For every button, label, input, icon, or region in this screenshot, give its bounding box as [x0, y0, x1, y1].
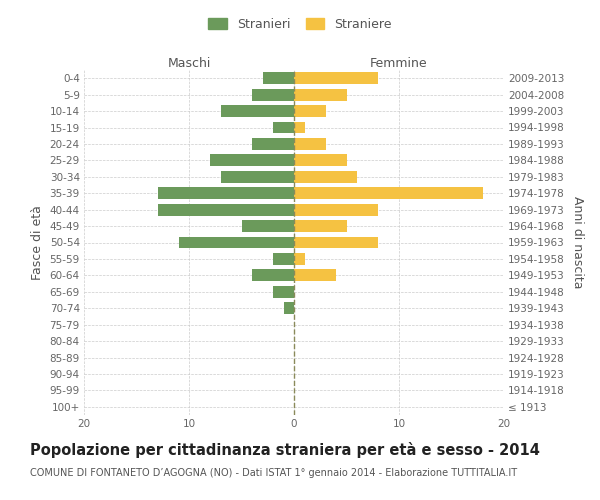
Bar	[157, 188, 294, 199]
Bar	[284, 302, 294, 314]
Bar	[241, 220, 294, 232]
Bar	[273, 286, 294, 298]
Text: Femmine: Femmine	[370, 57, 428, 70]
Bar	[294, 188, 483, 199]
Y-axis label: Anni di nascita: Anni di nascita	[571, 196, 584, 288]
Bar	[294, 122, 305, 134]
Legend: Stranieri, Straniere: Stranieri, Straniere	[205, 14, 395, 34]
Bar	[221, 105, 294, 117]
Bar	[252, 88, 294, 101]
Bar	[179, 236, 294, 248]
Y-axis label: Fasce di età: Fasce di età	[31, 205, 44, 280]
Bar	[294, 72, 378, 84]
Bar	[294, 88, 347, 101]
Bar	[294, 236, 378, 248]
Bar	[252, 138, 294, 150]
Bar	[294, 270, 336, 281]
Text: Popolazione per cittadinanza straniera per età e sesso - 2014: Popolazione per cittadinanza straniera p…	[30, 442, 540, 458]
Bar	[221, 171, 294, 182]
Bar	[252, 270, 294, 281]
Text: COMUNE DI FONTANETO D’AGOGNA (NO) - Dati ISTAT 1° gennaio 2014 - Elaborazione TU: COMUNE DI FONTANETO D’AGOGNA (NO) - Dati…	[30, 468, 517, 477]
Bar	[294, 253, 305, 265]
Bar	[157, 204, 294, 216]
Bar	[263, 72, 294, 84]
Bar	[294, 220, 347, 232]
Bar	[210, 154, 294, 166]
Bar	[294, 171, 357, 182]
Bar	[294, 138, 325, 150]
Bar	[273, 122, 294, 134]
Bar	[294, 154, 347, 166]
Bar	[273, 253, 294, 265]
Bar	[294, 204, 378, 216]
Text: Maschi: Maschi	[167, 57, 211, 70]
Bar	[294, 105, 325, 117]
